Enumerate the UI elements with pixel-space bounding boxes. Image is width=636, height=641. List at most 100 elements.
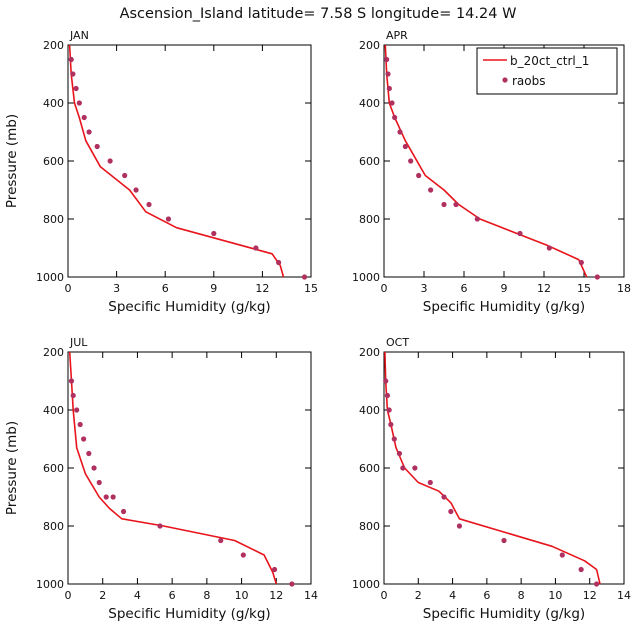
x-tick-label: 10 — [235, 589, 249, 602]
obs-point — [94, 143, 100, 150]
obs-point — [218, 537, 224, 544]
y-axis-label: Pressure (mb) — [4, 114, 20, 208]
x-tick-label: 3 — [421, 282, 428, 295]
y-tick-label: 600 — [43, 462, 64, 475]
legend-box — [476, 47, 618, 95]
y-axis-label: Pressure (mb) — [4, 421, 20, 515]
obs-point — [501, 537, 507, 544]
x-tick-label: 6 — [461, 282, 468, 295]
obs-point — [271, 566, 278, 573]
legend-label-obs: raobs — [512, 74, 546, 88]
x-axis-label: Specific Humidity (g/kg) — [423, 299, 585, 315]
x-axis-label: Specific Humidity (g/kg) — [108, 606, 270, 622]
y-tick-label: 400 — [43, 404, 64, 417]
plot-frame — [67, 351, 312, 585]
y-tick-label: 1000 — [36, 271, 64, 284]
plot-frame — [67, 44, 312, 278]
x-tick-label: 14 — [304, 589, 318, 602]
obs-point — [389, 100, 395, 106]
obs-point — [383, 378, 389, 384]
x-tick-label: 2 — [415, 589, 422, 602]
obs-point — [120, 508, 127, 515]
x-tick-label: 12 — [537, 282, 551, 295]
panel-jul: JUL 0 2 4 6 8 10 12 14 200 400 600 800 1000 Specific H… — [4, 336, 318, 622]
panel-label: JAN — [69, 29, 89, 42]
legend-label-model: b_20ct_ctrl_1 — [510, 54, 589, 68]
obs-point — [86, 450, 92, 457]
obs-point — [441, 494, 447, 500]
obs-point — [402, 143, 408, 150]
obs-point — [388, 421, 394, 428]
x-axis-label: Specific Humidity (g/kg) — [108, 299, 270, 315]
y-tick-label: 200 — [43, 39, 64, 52]
x-tick-label: 0 — [381, 282, 388, 295]
y-tick-label: 800 — [43, 520, 64, 533]
obs-point — [240, 552, 246, 558]
obs-point — [392, 114, 398, 121]
model-profile-line — [68, 44, 285, 278]
x-tick-label: 10 — [548, 589, 562, 602]
x-tick-label: 6 — [169, 589, 176, 602]
obs-point — [427, 479, 433, 486]
x-tick-label: 12 — [269, 589, 283, 602]
obs-point — [68, 56, 74, 63]
obs-point — [400, 465, 406, 471]
obs-point — [68, 378, 75, 384]
obs-point — [289, 581, 295, 587]
y-tick-label: 800 — [359, 520, 380, 533]
obs-point — [517, 230, 523, 237]
obs-point — [386, 407, 392, 413]
obs-point — [384, 392, 391, 399]
obs-point — [396, 450, 403, 457]
y-tick-label: 600 — [359, 462, 380, 475]
obs-point — [474, 216, 480, 222]
obs-point — [559, 552, 565, 558]
x-tick-label: 2 — [99, 589, 106, 602]
y-tick-label: 1000 — [36, 578, 64, 591]
y-tick-label: 400 — [43, 97, 64, 110]
x-axis-label: Specific Humidity (g/kg) — [423, 606, 585, 622]
obs-point — [76, 100, 82, 106]
panel-label: JUL — [69, 336, 88, 349]
obs-point — [157, 523, 163, 529]
obs-point — [103, 494, 109, 500]
obs-point — [301, 274, 308, 280]
obs-point — [384, 56, 390, 63]
obs-point — [253, 245, 259, 251]
y-tick-label: 200 — [359, 39, 380, 52]
x-tick-label: 6 — [483, 589, 490, 602]
obs-point — [211, 230, 217, 237]
x-tick-label: 18 — [617, 282, 631, 295]
obs-point — [86, 129, 92, 135]
obs-point — [578, 566, 584, 573]
x-tick-label: 15 — [577, 282, 591, 295]
obs-point — [276, 259, 282, 266]
obs-point — [385, 71, 391, 77]
obs-point — [416, 172, 422, 179]
y-tick-label: 200 — [43, 346, 64, 359]
obs-point — [397, 129, 403, 135]
x-tick-label: 8 — [518, 589, 525, 602]
obs-point — [408, 158, 414, 164]
obs-point — [96, 479, 102, 486]
x-tick-label: 15 — [304, 282, 318, 295]
x-tick-label: 12 — [583, 589, 597, 602]
obs-point — [110, 494, 116, 500]
x-tick-label: 3 — [113, 282, 120, 295]
obs-point — [386, 85, 392, 92]
panel-apr: APR 0 3 6 9 12 15 18 200 400 600 800 1000 Specific Hu… — [352, 29, 631, 315]
plot-frame — [383, 351, 625, 585]
obs-point — [133, 187, 139, 193]
panel-label: OCT — [386, 336, 409, 349]
x-tick-label: 4 — [449, 589, 456, 602]
figure-title: Ascension_Island latitude= 7.58 S longit… — [120, 6, 517, 22]
legend-marker-obs — [502, 77, 508, 83]
x-tick-label: 6 — [162, 282, 169, 295]
obs-point — [146, 201, 152, 208]
obs-point — [122, 172, 128, 179]
obs-point — [448, 508, 454, 515]
obs-point — [73, 85, 79, 92]
x-tick-label: 0 — [65, 589, 72, 602]
model-profile-line — [384, 351, 601, 585]
